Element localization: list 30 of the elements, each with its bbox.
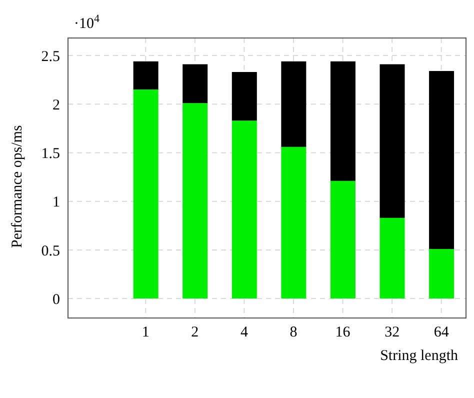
bar bbox=[330, 61, 356, 181]
x-tick-label: 8 bbox=[290, 324, 298, 341]
bar bbox=[232, 120, 257, 299]
bar bbox=[281, 61, 306, 147]
bar bbox=[330, 180, 356, 299]
y-axis-title: Performance ops/ms bbox=[9, 124, 26, 248]
bar bbox=[380, 218, 405, 299]
y-tick-label: 2.5 bbox=[41, 48, 60, 65]
bar bbox=[380, 64, 405, 218]
x-tick-label: 64 bbox=[434, 324, 450, 341]
bar bbox=[182, 64, 208, 104]
y-tick-label: 0 bbox=[52, 292, 60, 308]
y-tick-label: 0.5 bbox=[41, 243, 60, 260]
bar bbox=[429, 248, 454, 299]
x-tick-label: 1 bbox=[142, 324, 150, 341]
y-tick-label: 1 bbox=[52, 194, 60, 211]
x-tick-label: 4 bbox=[240, 324, 248, 341]
y-tick-label: 1.5 bbox=[41, 146, 60, 162]
bar bbox=[133, 90, 158, 299]
y-tick-label: 2 bbox=[52, 97, 60, 114]
bar bbox=[281, 146, 306, 299]
bar bbox=[429, 71, 454, 249]
x-axis-title: String length bbox=[380, 348, 458, 364]
x-tick-label: 32 bbox=[384, 324, 400, 341]
text: ·10$^{4}$ bbox=[74, 13, 100, 32]
bar bbox=[133, 61, 158, 90]
bar bbox=[182, 103, 208, 299]
bar bbox=[232, 72, 257, 121]
x-tick-label: 2 bbox=[191, 324, 199, 341]
x-tick-label: 16 bbox=[335, 324, 351, 341]
